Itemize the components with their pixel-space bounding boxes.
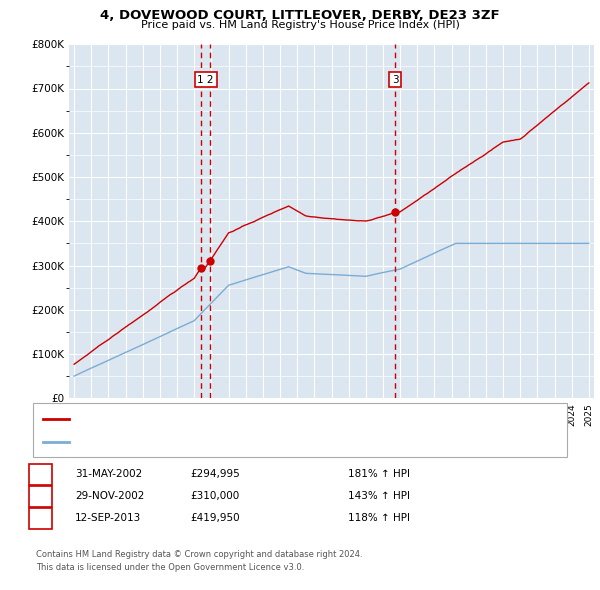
Text: £294,995: £294,995 [190,470,240,479]
Text: 1: 1 [37,470,44,479]
Text: HPI: Average price, detached house, City of Derby: HPI: Average price, detached house, City… [73,437,319,447]
Text: 181% ↑ HPI: 181% ↑ HPI [348,470,410,479]
Text: 4, DOVEWOOD COURT, LITTLEOVER, DERBY, DE23 3ZF: 4, DOVEWOOD COURT, LITTLEOVER, DERBY, DE… [100,9,500,22]
Text: 3: 3 [37,513,44,523]
Text: Contains HM Land Registry data © Crown copyright and database right 2024.: Contains HM Land Registry data © Crown c… [36,550,362,559]
Text: 143% ↑ HPI: 143% ↑ HPI [348,491,410,501]
Text: 118% ↑ HPI: 118% ↑ HPI [348,513,410,523]
Text: 4, DOVEWOOD COURT, LITTLEOVER, DERBY, DE23 3ZF (detached house): 4, DOVEWOOD COURT, LITTLEOVER, DERBY, DE… [73,414,430,424]
Text: 31-MAY-2002: 31-MAY-2002 [75,470,142,479]
Text: 12-SEP-2013: 12-SEP-2013 [75,513,141,523]
Text: 29-NOV-2002: 29-NOV-2002 [75,491,145,501]
Text: 1 2: 1 2 [197,75,214,84]
Text: Price paid vs. HM Land Registry's House Price Index (HPI): Price paid vs. HM Land Registry's House … [140,20,460,30]
Text: 2: 2 [37,491,44,501]
Text: £310,000: £310,000 [191,491,240,501]
Text: This data is licensed under the Open Government Licence v3.0.: This data is licensed under the Open Gov… [36,563,304,572]
Text: 3: 3 [392,75,398,84]
Text: £419,950: £419,950 [190,513,240,523]
